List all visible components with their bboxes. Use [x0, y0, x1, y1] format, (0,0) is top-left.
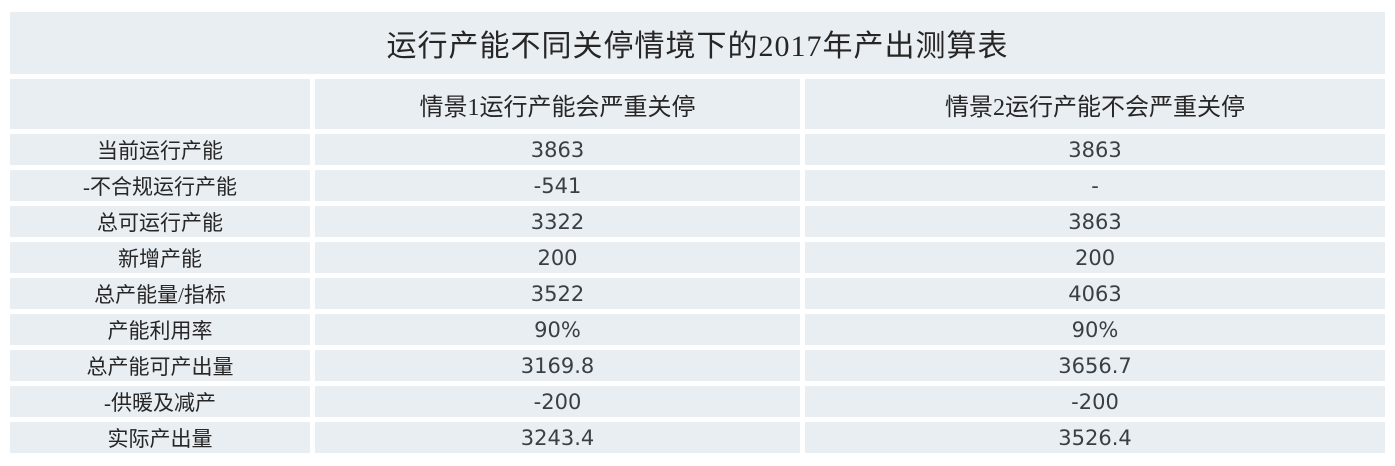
row-label: -供暖及减产: [10, 386, 310, 417]
table-title: 运行产能不同关停情境下的2017年产出测算表: [10, 12, 1386, 74]
row-label: -不合规运行产能: [10, 170, 310, 201]
row-label: 总可运行产能: [10, 206, 310, 237]
table-row: 产能利用率 90% 90%: [10, 314, 1386, 345]
scenario2-value: -: [805, 170, 1386, 201]
table-row: 总产能量/指标 3522 4063: [10, 278, 1386, 309]
scenario2-value: 4063: [805, 278, 1386, 309]
row-label: 实际产出量: [10, 422, 310, 453]
corner-cell: [10, 79, 310, 129]
scenario2-value: 90%: [805, 314, 1386, 345]
row-label: 当前运行产能: [10, 134, 310, 165]
scenario2-header: 情景2运行产能不会严重关停: [805, 79, 1386, 129]
scenario2-value: 3656.7: [805, 350, 1386, 381]
table-row: 总产能可产出量 3169.8 3656.7: [10, 350, 1386, 381]
scenario2-value: 200: [805, 242, 1386, 273]
scenario1-value: 3522: [315, 278, 800, 309]
table-row: 总可运行产能 3322 3863: [10, 206, 1386, 237]
scenario2-value: -200: [805, 386, 1386, 417]
scenario2-value: 3863: [805, 134, 1386, 165]
scenario1-value: 90%: [315, 314, 800, 345]
table-row: 实际产出量 3243.4 3526.4: [10, 422, 1386, 453]
scenario1-value: 3863: [315, 134, 800, 165]
scenario1-value: 3169.8: [315, 350, 800, 381]
table-row: 新增产能 200 200: [10, 242, 1386, 273]
row-label: 产能利用率: [10, 314, 310, 345]
table-row: -供暖及减产 -200 -200: [10, 386, 1386, 417]
scenario1-value: -200: [315, 386, 800, 417]
scenario1-value: 200: [315, 242, 800, 273]
scenario1-header: 情景1运行产能会严重关停: [315, 79, 800, 129]
header-row: 情景1运行产能会严重关停 情景2运行产能不会严重关停: [10, 79, 1386, 129]
scenario1-value: 3243.4: [315, 422, 800, 453]
row-label: 总产能可产出量: [10, 350, 310, 381]
scenario1-value: -541: [315, 170, 800, 201]
row-label: 总产能量/指标: [10, 278, 310, 309]
table-row: 当前运行产能 3863 3863: [10, 134, 1386, 165]
row-label: 新增产能: [10, 242, 310, 273]
capacity-output-table: 运行产能不同关停情境下的2017年产出测算表 情景1运行产能会严重关停 情景2运…: [5, 7, 1390, 458]
scenario1-value: 3322: [315, 206, 800, 237]
table-row: -不合规运行产能 -541 -: [10, 170, 1386, 201]
scenario2-value: 3526.4: [805, 422, 1386, 453]
scenario2-value: 3863: [805, 206, 1386, 237]
title-row: 运行产能不同关停情境下的2017年产出测算表: [10, 12, 1386, 74]
